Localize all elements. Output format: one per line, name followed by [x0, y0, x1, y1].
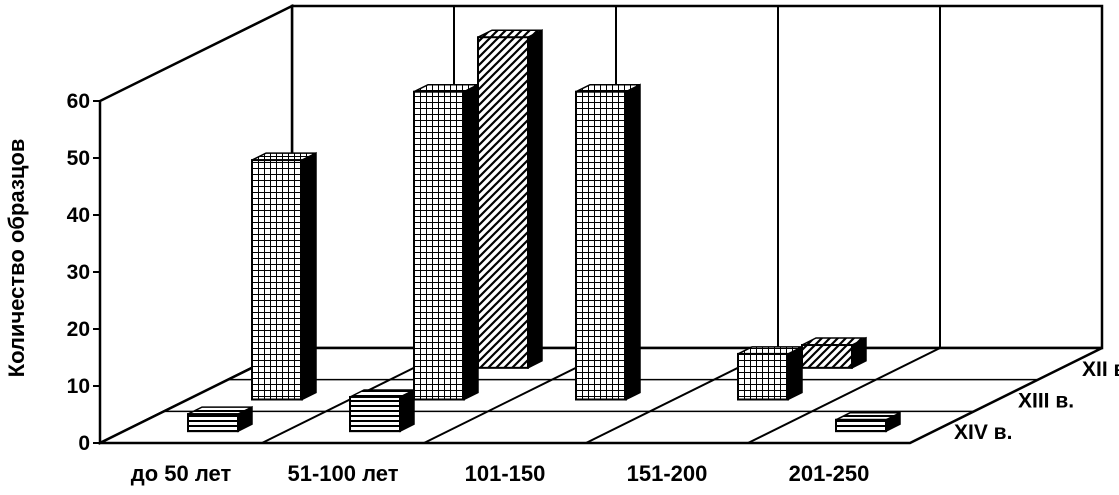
bar	[575, 83, 641, 401]
bar-front	[477, 36, 529, 369]
bar-front	[737, 352, 789, 401]
bar	[187, 405, 253, 433]
y-axis: 0 10 20 30 40 50 60	[67, 90, 100, 455]
bar-front	[187, 413, 239, 433]
bar-side	[527, 28, 543, 370]
bar-front	[349, 395, 401, 433]
bar-side	[787, 345, 803, 401]
bar-side	[301, 151, 317, 401]
bar	[251, 151, 317, 401]
x-axis-labels: до 50 лет 51-100 лет 101-150 151-200 201-250	[131, 461, 870, 486]
bar-front	[575, 90, 627, 401]
series-label: XIV в.	[954, 421, 1012, 444]
bar-side	[463, 83, 479, 401]
bar-front	[413, 90, 465, 401]
y-tick-label: 60	[67, 90, 90, 113]
y-tick-label: 30	[67, 261, 90, 284]
bar-front	[835, 418, 887, 433]
y-tick-label: 0	[78, 432, 90, 455]
bar	[477, 28, 543, 370]
bar	[801, 336, 867, 370]
x-category-label: до 50 лет	[131, 461, 232, 486]
series-axis-labels: XIV в. XIII в. XII в.	[954, 358, 1119, 444]
x-category-label: 151-200	[627, 461, 708, 486]
bar-front	[251, 159, 303, 401]
x-category-label: 201-250	[789, 461, 870, 486]
floor-gridline	[747, 347, 941, 444]
y-tick-label: 50	[67, 147, 90, 170]
y-axis-title: Количество образцов	[4, 139, 29, 378]
bar-side	[625, 83, 641, 401]
series-label: XIII в.	[1018, 390, 1074, 413]
bar-front	[801, 344, 853, 369]
x-category-label: 101-150	[465, 461, 546, 486]
y-tick-label: 20	[67, 318, 90, 341]
bar	[349, 388, 415, 433]
y-tick-label: 40	[67, 204, 90, 227]
x-category-label: 51-100 лет	[287, 461, 398, 486]
y-tick-label: 10	[67, 375, 90, 398]
bar	[835, 411, 901, 433]
bar	[737, 345, 803, 401]
bar-group	[187, 28, 901, 433]
bar	[413, 83, 479, 401]
series-label: XII в.	[1082, 358, 1119, 381]
